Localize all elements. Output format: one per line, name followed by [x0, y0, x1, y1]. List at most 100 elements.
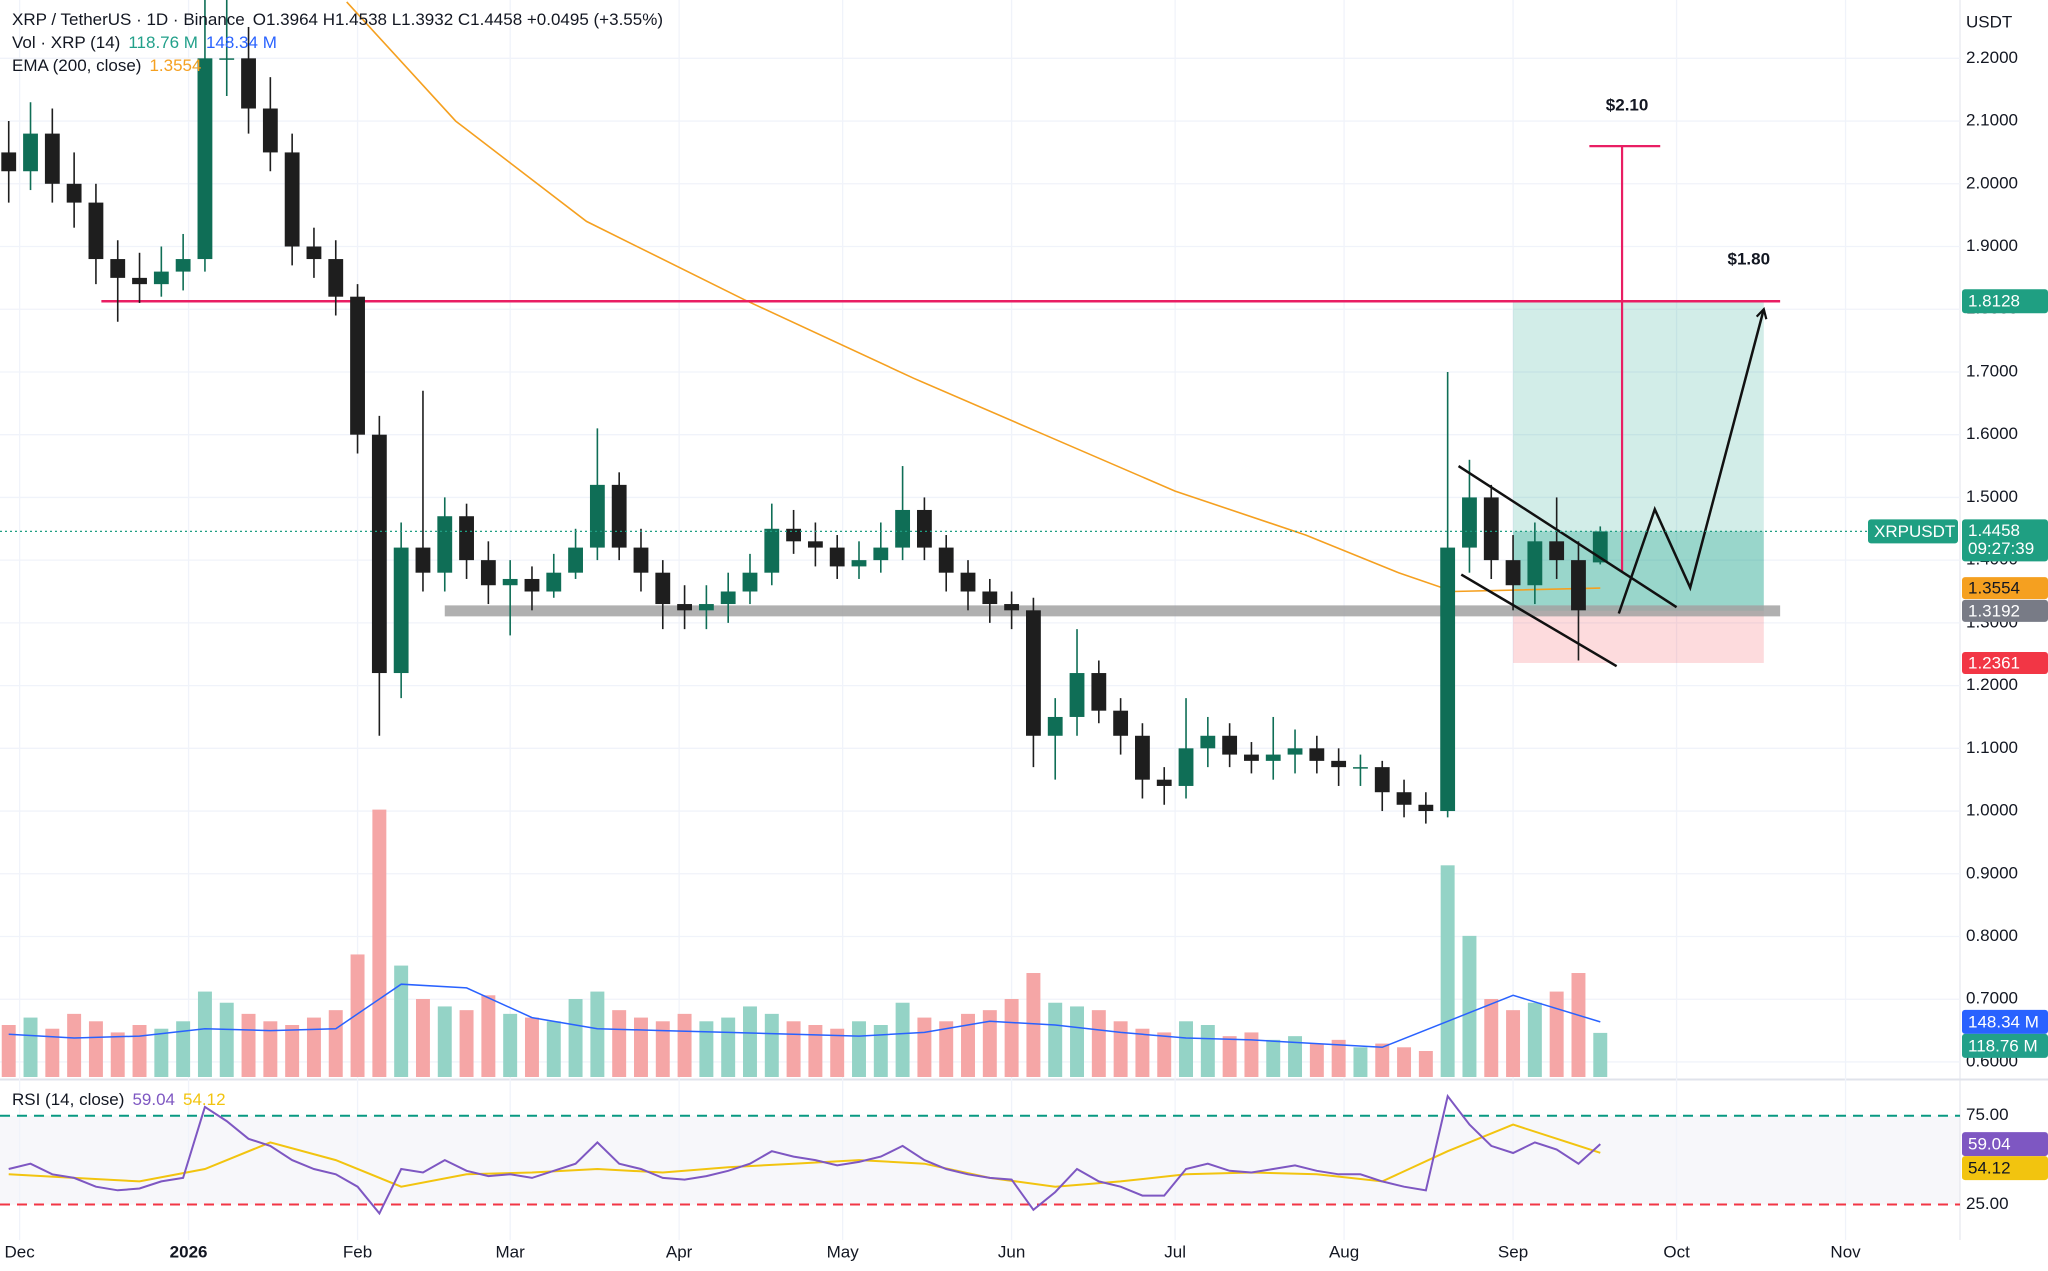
candle-body: [982, 591, 998, 605]
y-tick-label: 1.7000: [1966, 361, 2018, 380]
candle-body: [1309, 748, 1325, 761]
candle-body: [44, 133, 60, 184]
volume-bar: [1462, 935, 1477, 1077]
volume-bar: [154, 1028, 169, 1077]
candle-body: [328, 259, 344, 297]
rsi-ma-badge-bg: [1962, 1156, 2048, 1181]
candle-body: [153, 271, 169, 285]
rsi-tick-label: 75.00: [1966, 1105, 2009, 1124]
candle-body: [371, 434, 387, 674]
volume-bar: [481, 995, 496, 1077]
projection-arrow: [1617, 309, 1764, 614]
candle-body: [1527, 541, 1543, 586]
candle-body: [1440, 547, 1456, 812]
target-badge-bg: [1962, 289, 2048, 314]
candle-body: [1091, 673, 1107, 711]
volume-bar: [655, 1021, 670, 1077]
candle-body: [938, 547, 954, 573]
volume-bar: [743, 1006, 757, 1077]
target-projection-label: $2.10: [1606, 96, 1649, 115]
volume-bar: [306, 1017, 321, 1077]
stop-badge: 1.2361: [1968, 653, 2020, 672]
candle-body: [1135, 735, 1150, 780]
volume-bar: [568, 999, 583, 1077]
rsi-line: [8, 1093, 1601, 1216]
candle-body: [284, 152, 300, 247]
channel-line: [1460, 573, 1618, 668]
volume-bar: [895, 1002, 910, 1077]
rsi-tick-label: 25.00: [1966, 1194, 2009, 1213]
volume-value: 118.76 M: [128, 33, 198, 52]
countdown: 09:27:39: [1968, 539, 2034, 558]
candle-body: [873, 547, 889, 561]
candle-body: [764, 528, 780, 573]
symbol-badge-bg: [1868, 519, 1958, 544]
y-tick-label: 1.1000: [1966, 738, 2018, 757]
candle-body: [1222, 735, 1238, 755]
candle-body: [677, 604, 692, 611]
candle-body: [66, 183, 82, 203]
volume-bar: [415, 999, 430, 1077]
volume-bar: [1026, 973, 1041, 1077]
volume-bar: [1288, 1036, 1303, 1077]
volume-bar: [394, 965, 409, 1077]
candle-body: [960, 572, 976, 592]
rsi-band: [0, 1115, 1960, 1205]
volume-bar: [1549, 991, 1564, 1077]
volume-bar: [1375, 1043, 1390, 1077]
volume-badge-bg: [1962, 1033, 2048, 1058]
volume-bar: [786, 1021, 801, 1077]
legend-row: Vol · XRP (14) 118.76 M 148.34 M: [12, 31, 671, 54]
candle-body: [829, 547, 845, 567]
volume-bar: [67, 1013, 82, 1077]
volume-badge: 118.76 M: [1968, 1036, 2038, 1055]
rsi-legend: RSI (14, close) 59.04 54.12: [12, 1088, 234, 1111]
candle-body: [306, 246, 322, 260]
position-stop-zone: [1513, 610, 1764, 663]
candle-body: [742, 572, 758, 592]
volume-ma-badge-bg: [1962, 1009, 2048, 1034]
x-tick-label: Jun: [998, 1242, 1025, 1261]
volume-bar: [546, 1021, 561, 1077]
volume-bar: [1418, 1051, 1433, 1077]
entry-badge: 1.3192: [1968, 601, 2020, 620]
x-tick-label: Mar: [496, 1242, 526, 1261]
candle-body: [1418, 804, 1434, 812]
candle-body: [1, 152, 17, 172]
x-tick-label: Jul: [1164, 1242, 1186, 1261]
volume-ma-value: 148.34 M: [205, 33, 277, 52]
volume-bar: [721, 1017, 736, 1077]
volume-bar: [1157, 1032, 1172, 1077]
candle-body: [546, 572, 562, 592]
volume-bar: [1004, 999, 1019, 1077]
y-tick-label: 1.2000: [1966, 675, 2018, 694]
candle-body: [1331, 760, 1347, 768]
volume-bar: [1309, 1043, 1324, 1077]
volume-bar: [939, 1021, 954, 1077]
candle-body: [655, 572, 671, 605]
volume-bar: [459, 1010, 474, 1077]
candle-body: [1200, 735, 1216, 749]
candle-body: [262, 108, 278, 153]
x-tick-label: May: [827, 1242, 860, 1261]
volume-bar: [1048, 1002, 1063, 1077]
volume-bar: [1070, 1006, 1084, 1077]
volume-bar: [524, 1017, 539, 1077]
volume-ma-badge: 148.34 M: [1968, 1012, 2039, 1031]
candle-body: [241, 58, 256, 109]
candle-body: [132, 277, 147, 285]
volume-bar: [1440, 865, 1455, 1077]
ema-badge: 1.3554: [1968, 579, 2020, 598]
candle-body: [393, 547, 409, 674]
candle-body: [851, 560, 867, 567]
volume-name: Vol · XRP (14): [12, 33, 121, 52]
ema-badge-bg: [1962, 577, 2048, 600]
candle-body: [589, 484, 605, 548]
volume-bar: [241, 1013, 256, 1077]
x-tick-label: Aug: [1329, 1242, 1359, 1261]
volume-bar: [1593, 1032, 1608, 1077]
candle-body: [1353, 767, 1368, 769]
candle-body: [1549, 541, 1565, 561]
volume-bar: [1397, 1047, 1412, 1077]
